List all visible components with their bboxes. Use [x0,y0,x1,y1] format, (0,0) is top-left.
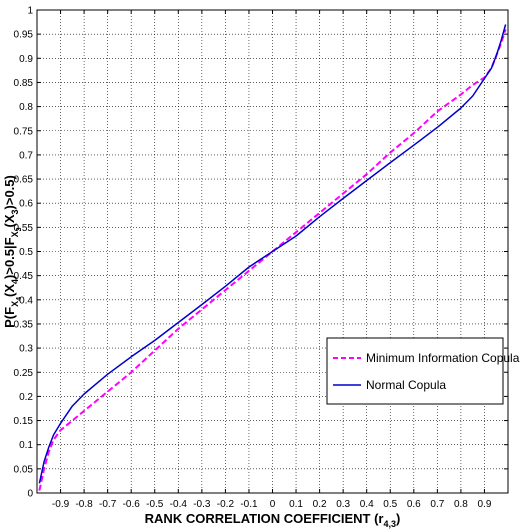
x-tick-label: -0.7 [99,499,117,510]
y-tick-label: 0.45 [14,271,34,282]
y-tick-label: 0.75 [14,126,34,137]
y-tick-label: 0.9 [19,54,33,65]
x-tick-label: -0.5 [146,499,164,510]
legend-label-minimum-information-copula: Minimum Information Copula [366,351,520,365]
legend: Minimum Information Copula Normal Copula [326,337,520,405]
svg-text:P(FX4(X4)>0.5|FX3(X3)>0.5): P(FX4(X4)>0.5|FX3(X3)>0.5) [2,175,23,328]
y-tick-label: 0.3 [19,344,33,355]
legend-label-normal-copula: Normal Copula [366,378,446,392]
x-tick-label: 0 [270,499,276,510]
y-tick-label: 0 [27,489,33,500]
x-axis-title: RANK CORRELATION COEFFICIENT (r4,3) [145,511,401,529]
plot-frame [36,9,509,494]
x-tick-label: -0.4 [170,499,188,510]
y-tick-label: 0.65 [14,175,34,186]
x-tick-label: 0.7 [430,499,444,510]
y-tick-label: 0.1 [19,440,33,451]
y-tick-label: 0.7 [19,150,33,161]
series-lines [38,24,507,491]
x-tick-label: 0.5 [383,499,397,510]
x-tick-label: 0.8 [454,499,468,510]
x-tick-label: 0.2 [313,499,327,510]
y-tick-label: 0.5 [19,247,33,258]
x-tick-label: -0.1 [240,499,258,510]
x-tick-label: 0.4 [360,499,374,510]
grid-lines [37,10,508,493]
y-tick-label: 0.35 [14,319,34,330]
y-tick-label: 0.55 [14,223,34,234]
x-tick-label: -0.9 [52,499,70,510]
y-tick-label: 0.25 [14,368,34,379]
y-tick-label: 0.8 [19,102,33,113]
series-line-normal-copula [38,24,507,484]
legend-box [326,337,504,405]
x-tick-labels: -0.9 -0.8 -0.7 -0.6 -0.5 -0.4 -0.3 -0.2 -0.1 0 0.1… [52,499,492,510]
y-tick-label: 0.2 [19,392,33,403]
y-tick-label: 0.6 [19,199,33,210]
y-tick-label: 0.85 [14,78,34,89]
y-tick-label: 1 [27,6,33,17]
y-tick-labels: 0 0.05 0.1 0.15 0.2 0.25 0.3 0.35 0.4 0.45 0.5 0.55… [14,6,34,500]
x-tick-label: 0.1 [289,499,303,510]
y-axis-title: P(FX4(X4)>0.5|FX3(X3)>0.5) [2,175,23,328]
y-tick-label: 0.4 [19,295,33,306]
x-tick-label: -0.8 [75,499,93,510]
x-tick-label: 0.3 [336,499,350,510]
y-tick-label: 0.15 [14,416,34,427]
x-tick-label: -0.6 [123,499,141,510]
x-tick-label: -0.3 [193,499,211,510]
y-tick-label: 0.05 [14,464,34,475]
x-tick-label: -0.2 [217,499,235,510]
y-tick-label: 0.95 [14,30,34,41]
axis-ticks [37,9,508,494]
x-tick-label: 0.6 [407,499,421,510]
x-tick-label: 0.9 [477,499,491,510]
